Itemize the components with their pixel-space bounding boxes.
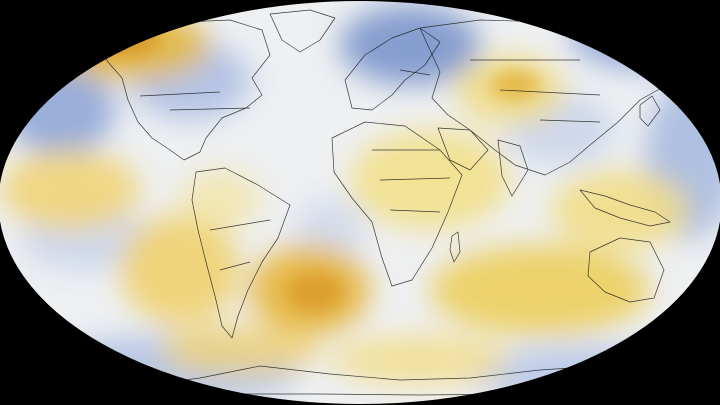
australia-outline — [587, 237, 665, 303]
warm-region — [160, 325, 320, 375]
arabia-outline — [437, 127, 489, 171]
madagascar-outline — [449, 231, 461, 263]
greenland-outline — [269, 9, 336, 53]
north-america-outline — [94, 19, 271, 161]
warm-region — [430, 245, 650, 335]
cool-region — [340, 5, 480, 85]
warm-region — [120, 215, 240, 325]
warm-region — [350, 130, 510, 230]
europe-outline — [344, 27, 441, 111]
warm-region — [0, 150, 140, 230]
warm-region — [550, 170, 690, 250]
south-america-outline — [191, 167, 291, 339]
warm-region — [330, 335, 510, 385]
india-outline — [497, 139, 529, 197]
hotspot — [490, 70, 540, 100]
warm-region — [180, 170, 260, 230]
japan-outline — [639, 95, 661, 127]
africa-outline — [331, 121, 463, 287]
internal-borders — [139, 59, 601, 271]
hotspot — [287, 272, 343, 312]
sea-islands-outline — [579, 189, 671, 227]
cool-region — [295, 200, 365, 260]
